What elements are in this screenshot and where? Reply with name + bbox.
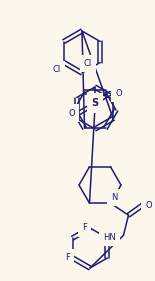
Text: Cl: Cl: [53, 65, 61, 74]
Text: Cl: Cl: [84, 59, 92, 68]
Text: F: F: [82, 223, 87, 232]
Text: N: N: [111, 193, 118, 202]
Text: O: O: [146, 201, 152, 210]
Text: F: F: [65, 253, 70, 262]
Text: HN: HN: [103, 233, 115, 242]
Text: S: S: [91, 98, 99, 108]
Text: O: O: [115, 89, 122, 98]
Text: O: O: [68, 108, 75, 117]
